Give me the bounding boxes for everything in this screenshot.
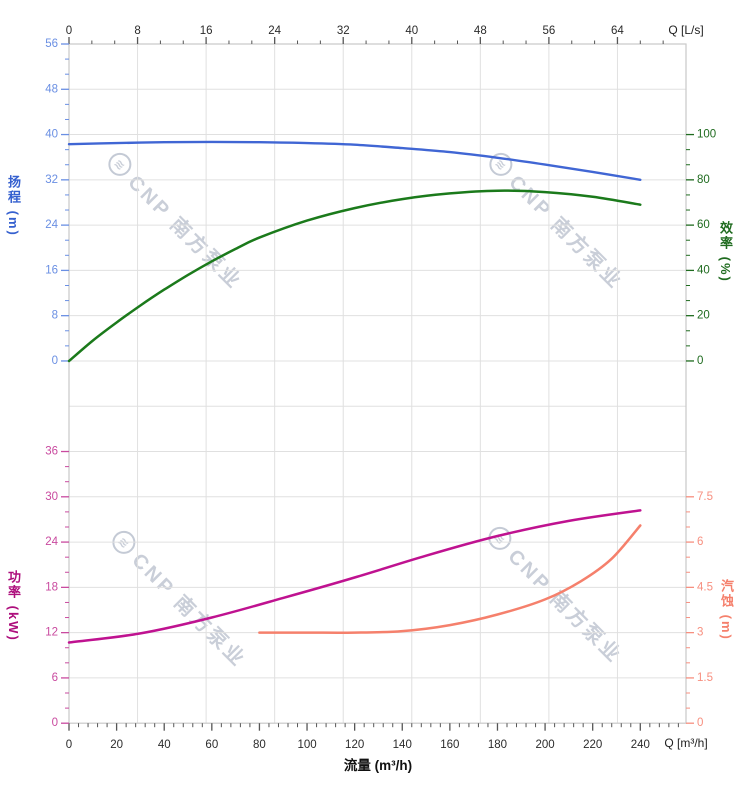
efficiency-axis-tick-label: 40	[697, 264, 710, 276]
power-axis-tick-label: 30	[45, 491, 58, 503]
power-axis-tick-label: 24	[45, 536, 58, 548]
top-axis-tick-label: 8	[134, 25, 140, 37]
curve-power	[67, 509, 642, 644]
bottom-axis-tick-label: 180	[488, 739, 507, 751]
head-axis-tick-label: 8	[52, 310, 58, 322]
top-axis-tick-label: 16	[200, 25, 213, 37]
curve-head	[67, 140, 642, 181]
bottom-axis-unit-label: Q [m³/h]	[664, 736, 708, 750]
top-axis-tick-label: 56	[542, 25, 555, 37]
bottom-axis-tick-label: 100	[297, 739, 316, 751]
head-axis-tick-label: 48	[45, 83, 58, 95]
bottom-axis-tick-label: 240	[631, 739, 650, 751]
top-axis-tick-label: 32	[337, 25, 350, 37]
bottom-axis-tick-label: 200	[535, 739, 554, 751]
top-axis-tick-label: 48	[474, 25, 487, 37]
efficiency-axis-tick-label: 100	[697, 129, 716, 141]
efficiency-axis-tick-label: 80	[697, 174, 710, 186]
top-axis-tick-label: 64	[611, 25, 624, 37]
curve-efficiency	[67, 189, 642, 363]
bottom-axis-tick-label: 140	[393, 739, 412, 751]
axis-title-power: 功率 (kW)	[6, 570, 21, 642]
head-axis-tick-label: 16	[45, 264, 58, 276]
head-axis-tick-label: 40	[45, 129, 58, 141]
top-axis-tick-label: 40	[405, 25, 418, 37]
head-axis-tick-label: 32	[45, 174, 58, 186]
axis-title-npsh: 汽蚀 (m)	[719, 579, 734, 641]
bottom-axis-tick-label: 220	[583, 739, 602, 751]
axis-title-head: 扬程 (m)	[6, 175, 21, 237]
efficiency-axis-tick-label: 60	[697, 219, 710, 231]
efficiency-axis-tick-label: 20	[697, 310, 710, 322]
bottom-axis-tick-label: 160	[440, 739, 459, 751]
npsh-axis-tick-label: 4.5	[697, 581, 713, 593]
npsh-axis-tick-label: 1.5	[697, 672, 713, 684]
power-axis-tick-label: 6	[52, 672, 58, 684]
bottom-axis-tick-label: 40	[158, 739, 171, 751]
bottom-axis-tick-label: 60	[205, 739, 218, 751]
bottom-axis-tick-label: 120	[345, 739, 364, 751]
power-axis-tick-label: 0	[52, 717, 58, 729]
npsh-axis-tick-label: 0	[697, 717, 703, 729]
bottom-axis-tick-label: 80	[253, 739, 266, 751]
top-axis-tick-label: 0	[66, 25, 72, 37]
power-axis-tick-label: 12	[45, 627, 58, 639]
curve-npsh	[258, 524, 642, 634]
head-axis-tick-label: 24	[45, 219, 58, 231]
npsh-axis-tick-label: 3	[697, 627, 703, 639]
efficiency-axis-tick-label: 0	[697, 355, 703, 367]
npsh-axis-tick-label: 6	[697, 536, 703, 548]
axis-title-efficiency: 效率 (%)	[718, 221, 733, 283]
power-axis-tick-label: 18	[45, 581, 58, 593]
top-axis-tick-label: 24	[268, 25, 281, 37]
bottom-axis-tick-label: 0	[66, 739, 72, 751]
x-axis-title: 流量 (m³/h)	[343, 758, 413, 773]
bottom-axis-tick-label: 20	[110, 739, 123, 751]
power-axis-tick-label: 36	[45, 446, 58, 458]
head-axis-tick-label: 0	[52, 355, 58, 367]
plot-frame	[68, 43, 687, 724]
head-axis-tick-label: 56	[45, 38, 58, 50]
npsh-axis-tick-label: 7.5	[697, 491, 713, 503]
top-axis-unit-label: Q [L/s]	[668, 23, 704, 37]
